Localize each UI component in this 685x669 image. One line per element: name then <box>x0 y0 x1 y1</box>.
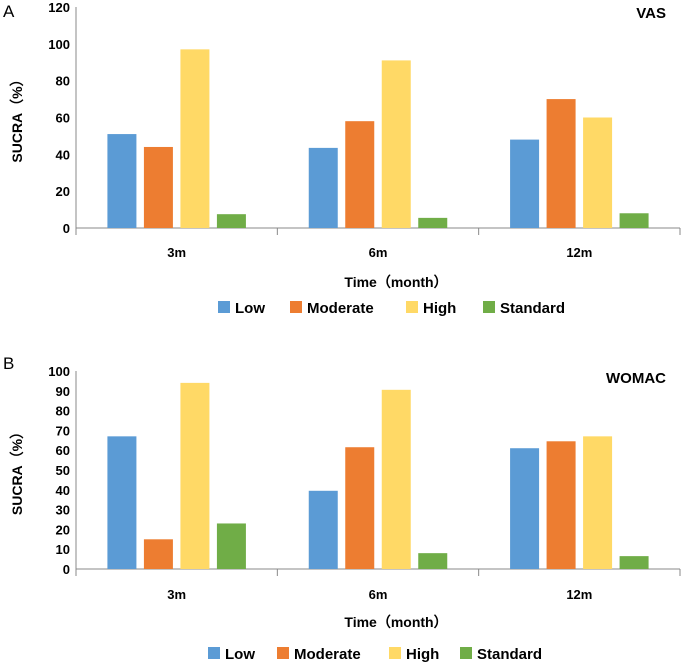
bar-low-3m <box>107 436 137 569</box>
x-axis-title: Time（month） <box>344 274 447 290</box>
chart-title: VAS <box>636 5 666 22</box>
bar-moderate-6m <box>345 447 375 569</box>
bar-standard-12m <box>619 213 649 228</box>
x-category-label: 12m <box>566 587 592 602</box>
legend-label-standard: Standard <box>500 300 565 317</box>
chart-title: WOMAC <box>606 370 666 387</box>
y-tick-label: 0 <box>63 562 70 577</box>
y-tick-label: 90 <box>56 384 70 399</box>
legend-swatch-standard <box>460 647 472 659</box>
x-category-label: 3m <box>167 245 186 260</box>
bar-moderate-6m <box>345 121 375 228</box>
bar-high-6m <box>381 389 411 569</box>
bar-low-3m <box>107 134 137 228</box>
y-axis-title: SUCRA（%） <box>9 425 25 515</box>
bar-high-6m <box>381 60 411 229</box>
y-tick-label: 20 <box>56 184 70 199</box>
legend-label-low: Low <box>225 646 255 663</box>
y-tick-label: 50 <box>56 463 70 478</box>
y-tick-label: 0 <box>63 221 70 236</box>
y-tick-label: 10 <box>56 542 70 557</box>
legend-label-moderate: Moderate <box>307 300 374 317</box>
y-tick-label: 100 <box>48 37 70 52</box>
x-axis-title: Time（month） <box>344 614 447 630</box>
bar-low-6m <box>308 490 338 569</box>
bar-high-12m <box>583 436 613 569</box>
legend-label-standard: Standard <box>477 646 542 663</box>
y-tick-label: 70 <box>56 423 70 438</box>
bar-standard-3m <box>216 523 246 569</box>
x-category-label: 6m <box>369 587 388 602</box>
y-tick-label: 40 <box>56 483 70 498</box>
bar-low-12m <box>510 139 540 228</box>
legend-swatch-standard <box>483 301 495 313</box>
bar-high-3m <box>180 382 210 569</box>
legend-label-low: Low <box>235 300 265 317</box>
bar-moderate-12m <box>546 441 576 569</box>
legend-label-high: High <box>423 300 456 317</box>
y-tick-label: 20 <box>56 522 70 537</box>
bar-standard-3m <box>216 214 246 228</box>
x-category-label: 12m <box>566 245 592 260</box>
bar-moderate-3m <box>143 539 173 569</box>
panel-label: A <box>3 2 15 21</box>
legend-label-moderate: Moderate <box>294 646 361 663</box>
bar-high-3m <box>180 49 210 228</box>
y-tick-label: 60 <box>56 111 70 126</box>
y-tick-label: 120 <box>48 0 70 15</box>
bar-standard-6m <box>418 217 448 228</box>
bar-low-6m <box>308 147 338 228</box>
bar-high-12m <box>583 117 613 228</box>
x-category-label: 3m <box>167 587 186 602</box>
bar-standard-12m <box>619 556 649 569</box>
panel-label: B <box>3 354 14 373</box>
chart-panel-vas: A VAS 0 20 40 60 80 100 120 3m 6m 12m Time（month） SUC… <box>3 0 681 317</box>
legend-swatch-moderate <box>277 647 289 659</box>
legend-swatch-low <box>218 301 230 313</box>
legend-swatch-moderate <box>290 301 302 313</box>
legend-swatch-high <box>406 301 418 313</box>
y-tick-label: 60 <box>56 443 70 458</box>
bar-low-12m <box>510 448 540 569</box>
bar-moderate-3m <box>143 146 173 228</box>
y-tick-label: 100 <box>48 364 70 379</box>
legend-label-high: High <box>406 646 439 663</box>
legend-swatch-high <box>389 647 401 659</box>
y-tick-label: 30 <box>56 503 70 518</box>
chart-panel-womac: B WOMAC 0 10 20 30 40 50 60 70 80 90 100 3m 6m 12m Time（… <box>3 354 681 663</box>
y-tick-label: 80 <box>56 404 70 419</box>
bar-standard-6m <box>418 553 448 569</box>
bar-moderate-12m <box>546 99 576 228</box>
y-axis-title: SUCRA（%） <box>9 72 25 162</box>
y-tick-label: 40 <box>56 147 70 162</box>
legend-swatch-low <box>208 647 220 659</box>
y-tick-label: 80 <box>56 74 70 89</box>
x-category-label: 6m <box>369 245 388 260</box>
